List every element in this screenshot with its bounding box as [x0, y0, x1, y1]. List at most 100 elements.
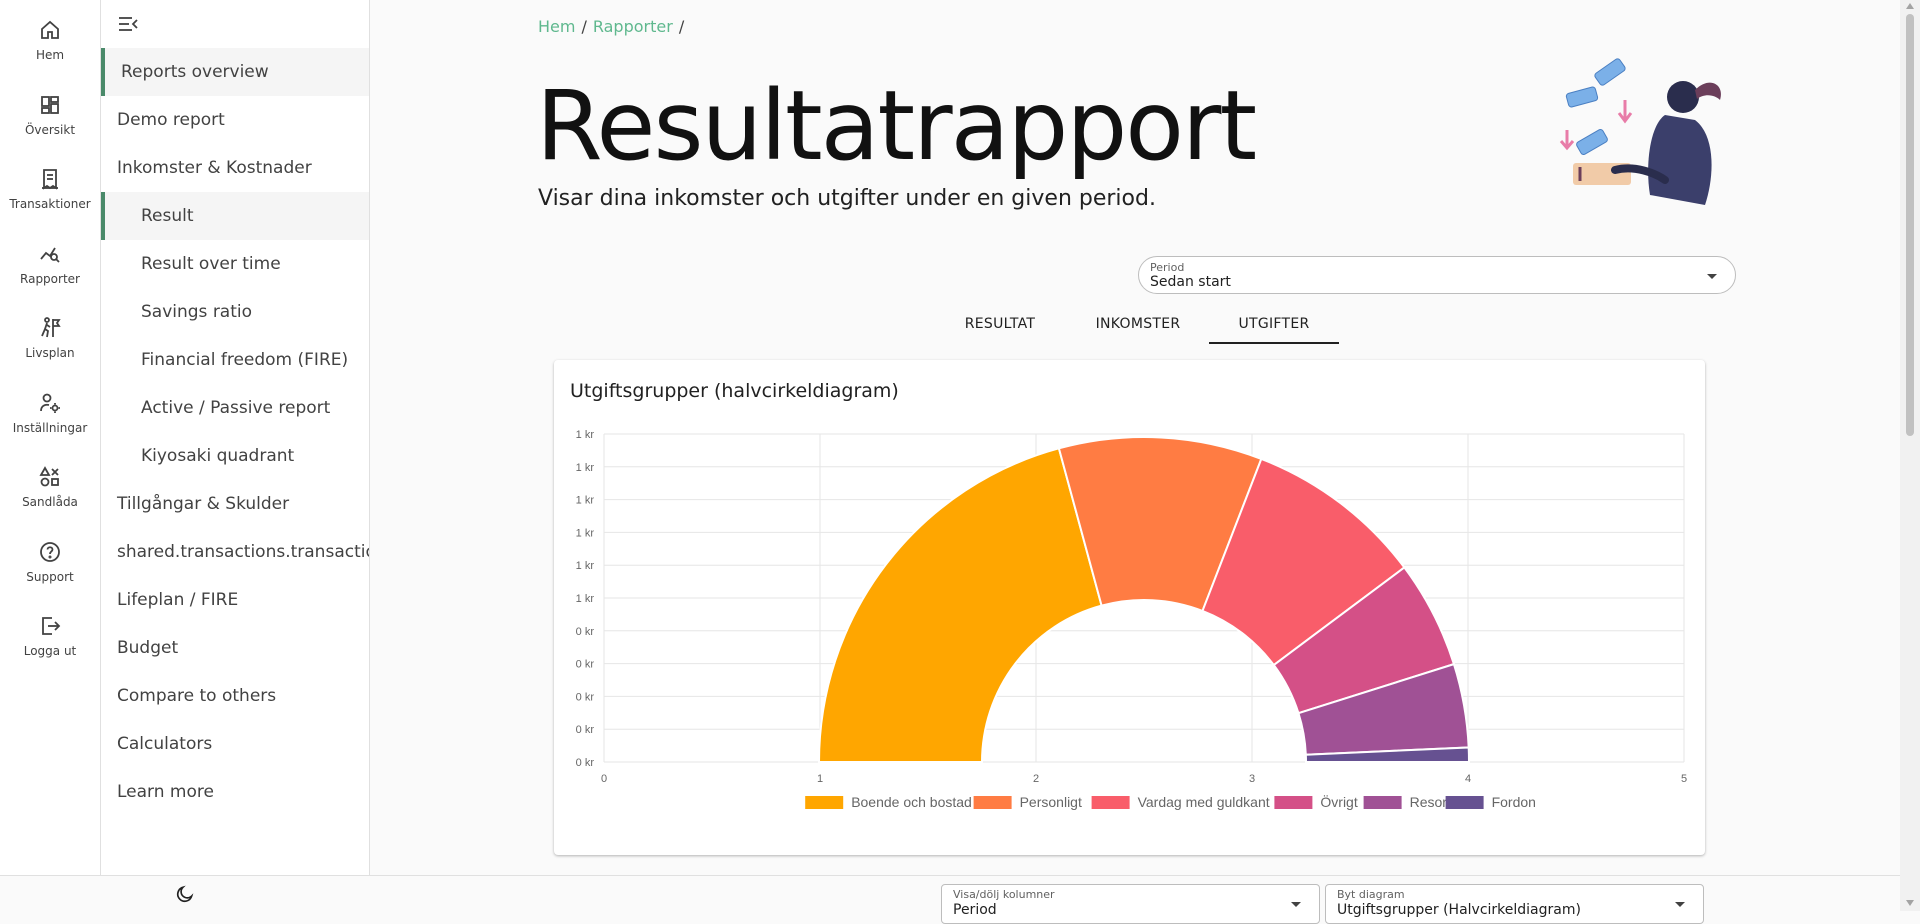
rail-item-label: Rapporter	[20, 272, 80, 286]
sidebar-item[interactable]: Result	[101, 192, 369, 240]
rail-item-sandbox[interactable]: Sandlåda	[0, 465, 100, 527]
page-subtitle: Visar dina inkomster och utgifter under …	[538, 186, 1156, 211]
rail-item-label: Inställningar	[12, 421, 88, 435]
columns-select[interactable]: Visa/dölj kolumner Period	[941, 884, 1320, 924]
collapse-sidebar-button[interactable]	[117, 14, 139, 34]
y-tick-label: 0 kr	[576, 724, 595, 736]
chart-search-icon	[40, 247, 60, 263]
breadcrumb: Hem / Rapporter /	[538, 17, 690, 36]
y-tick-label: 1 kr	[576, 527, 595, 539]
rail-item-lifeplan[interactable]: Livsplan	[0, 316, 100, 378]
sidebar-item[interactable]: Lifeplan / FIRE	[101, 576, 369, 624]
sidebar-item-label: Result	[141, 206, 194, 226]
hiker-flag-icon	[41, 317, 61, 338]
chevron-down-icon	[1675, 902, 1685, 907]
sidebar-item[interactable]: Active / Passive report	[101, 384, 369, 432]
x-tick-label: 2	[1033, 773, 1039, 785]
sidebar-item-label: Savings ratio	[141, 302, 253, 322]
sidebar-item[interactable]: Financial freedom (FIRE)	[101, 336, 369, 384]
tab-utgifter[interactable]: UTGIFTER	[1209, 310, 1339, 344]
chart-card: Utgiftsgrupper (halvcirkeldiagram) 1 kr 1…	[554, 360, 1705, 855]
legend-swatch	[1091, 796, 1130, 809]
y-tick-label: 0 kr	[576, 659, 595, 671]
rail-item-label: Transaktioner	[9, 197, 91, 211]
sidebar-item[interactable]: Savings ratio	[101, 288, 369, 336]
rail-item-overview[interactable]: Översikt	[0, 93, 100, 155]
shapes-icon	[39, 466, 59, 487]
reports-sidebar: Reports overview Demo report Inkomster & K…	[101, 0, 370, 875]
breadcrumb-separator: /	[581, 17, 587, 36]
sidebar-item[interactable]: Result over time	[101, 240, 369, 288]
legend-item: Personligt	[973, 794, 1082, 810]
rail-item-transactions[interactable]: Transaktioner	[0, 167, 100, 229]
sidebar-item[interactable]: Budget	[101, 624, 369, 672]
x-tick-label: 1	[817, 773, 823, 785]
chart-type-select-label: Byt diagram	[1337, 888, 1405, 901]
y-tick-label: 1 kr	[576, 560, 595, 572]
rail-item-label: Översikt	[24, 123, 76, 137]
legend-label: Fordon	[1492, 794, 1536, 810]
breadcrumb-separator: /	[678, 17, 685, 36]
rail-item-support[interactable]: Support	[0, 540, 100, 602]
sidebar-item-label: Budget	[117, 638, 179, 658]
legend-item: Boende och bostad	[805, 794, 972, 810]
scroll-thumb[interactable]	[1906, 14, 1914, 436]
legend-label: Personligt	[1020, 794, 1082, 810]
rail-item-settings[interactable]: Inställningar	[0, 391, 100, 453]
pie-slice-5	[1304, 746, 1471, 763]
rail-item-home[interactable]: Hem	[0, 18, 100, 80]
y-tick-label: 0 kr	[576, 757, 595, 769]
page-scrollbar[interactable]	[1900, 0, 1920, 911]
sidebar-item[interactable]: Learn more	[101, 768, 369, 816]
rail-item-logout[interactable]: Logga ut	[0, 614, 100, 676]
chart-legend: Boende och bostad Personligt Vardag med gu…	[805, 793, 1536, 810]
legend-swatch	[1445, 796, 1484, 809]
sidebar-item[interactable]: Calculators	[101, 720, 369, 768]
sidebar-item[interactable]: Compare to others	[101, 672, 369, 720]
left-rail: Hem Översikt Transaktioner Rapporter Liv…	[0, 0, 101, 875]
receipt-icon	[42, 169, 58, 190]
rail-item-label: Support	[26, 570, 74, 584]
sidebar-item[interactable]: shared.transactions.transactions	[101, 528, 369, 576]
rail-item-label: Logga ut	[23, 644, 77, 658]
tab-resultat[interactable]: RESULTAT	[964, 316, 1036, 332]
sidebar-item[interactable]: Inkomster & Kostnader	[101, 144, 369, 192]
rail-item-reports[interactable]: Rapporter	[0, 242, 100, 304]
chart-type-select-value: Utgiftsgrupper (Halvcirkeldiagram)	[1337, 902, 1581, 918]
legend-swatch	[1363, 796, 1402, 809]
period-select[interactable]: Period Sedan start	[1138, 256, 1736, 294]
x-tick-label: 5	[1681, 773, 1687, 785]
chart-type-select[interactable]: Byt diagram Utgiftsgrupper (Halvcirkeldi…	[1325, 884, 1704, 924]
y-tick-label: 1 kr	[576, 593, 595, 605]
sidebar-item-label: Inkomster & Kostnader	[117, 158, 312, 178]
logout-icon	[42, 617, 61, 635]
columns-select-value: Period	[953, 902, 997, 918]
tab-inkomster[interactable]: INKOMSTER	[1095, 316, 1181, 332]
home-icon	[41, 20, 59, 39]
user-gear-icon	[40, 393, 60, 413]
period-select-value: Sedan start	[1150, 274, 1231, 290]
scroll-up-icon[interactable]	[1906, 3, 1914, 9]
sidebar-item[interactable]: Demo report	[101, 96, 369, 144]
sidebar-item[interactable]: Tillgångar & Skulder	[101, 480, 369, 528]
x-tick-label: 0	[601, 773, 607, 785]
moon-icon	[176, 885, 194, 903]
x-tick-label: 3	[1249, 773, 1255, 785]
sidebar-item[interactable]: Reports overview	[101, 48, 369, 96]
legend-label: Resor	[1410, 794, 1448, 810]
y-tick-label: 0 kr	[576, 626, 595, 638]
chevron-down-icon	[1291, 902, 1301, 907]
scroll-down-icon[interactable]	[1906, 900, 1914, 906]
breadcrumb-reports[interactable]: Rapporter	[592, 17, 673, 36]
legend-label: Vardag med guldkant	[1138, 794, 1270, 810]
rail-item-label: Hem	[35, 48, 65, 62]
sidebar-item-label: Active / Passive report	[141, 398, 331, 418]
sidebar-item[interactable]: Kiyosaki quadrant	[101, 432, 369, 480]
pie-slice-0	[817, 447, 1103, 763]
expense-groups-chart: 1 kr 1 kr 1 kr 1 kr 1 kr 1 kr 0 kr 0 kr 0 kr 0 kr…	[576, 429, 1687, 810]
chart-title: Utgiftsgrupper (halvcirkeldiagram)	[570, 380, 899, 402]
breadcrumb-home[interactable]: Hem	[538, 17, 576, 36]
legend-swatch	[1274, 796, 1313, 809]
dark-mode-toggle[interactable]	[175, 884, 195, 904]
legend-label: Boende och bostad	[851, 794, 972, 810]
